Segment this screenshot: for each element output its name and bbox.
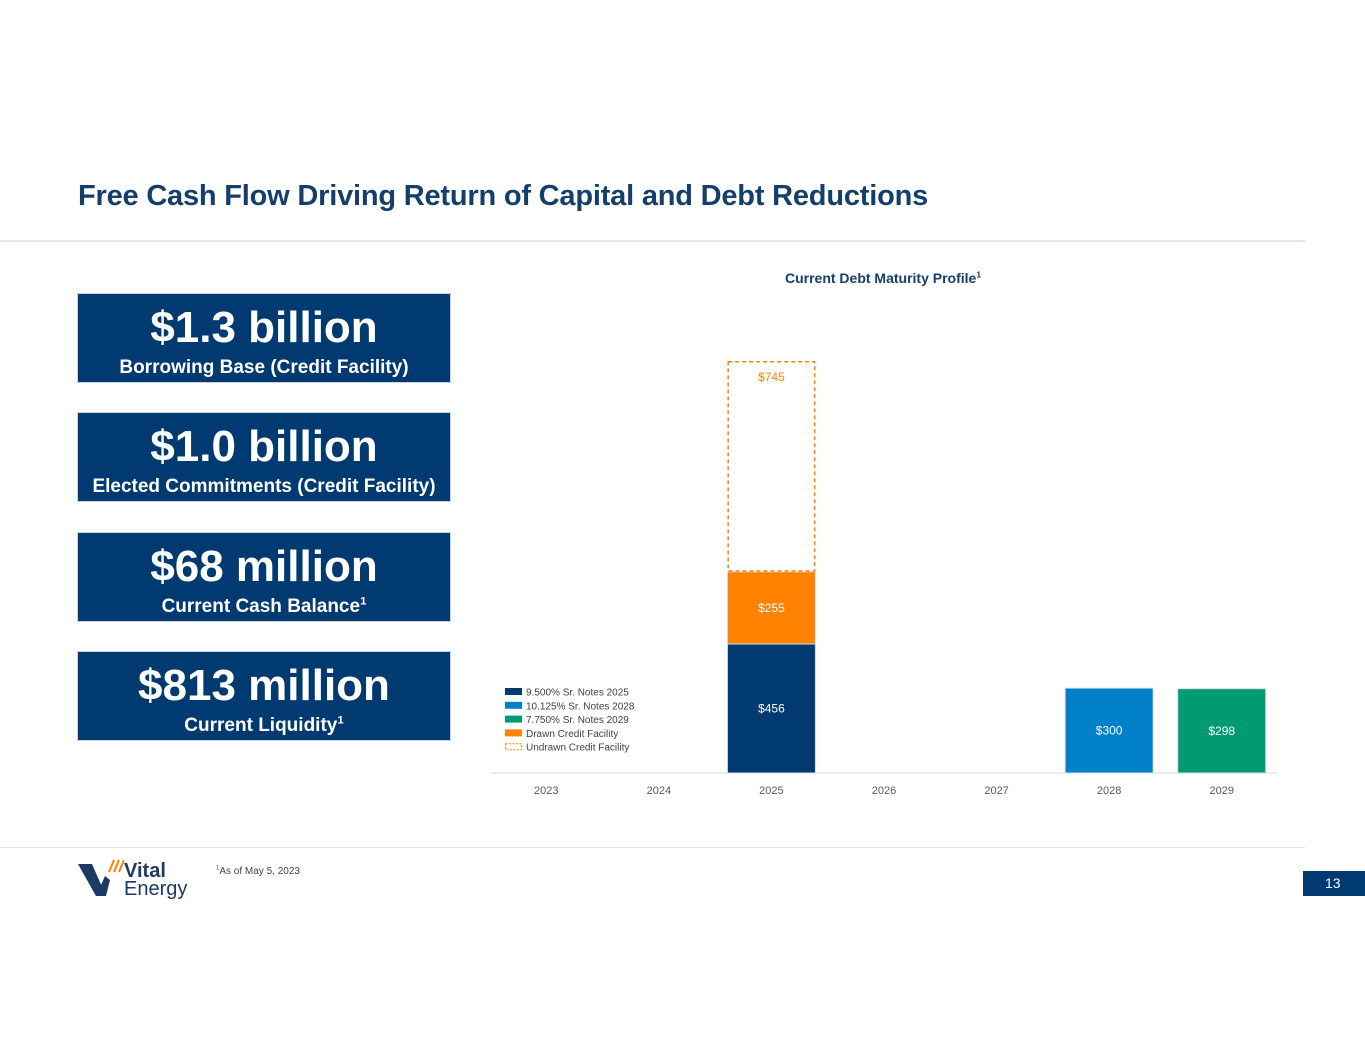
bar-segment — [726, 571, 816, 645]
footer-divider — [0, 847, 1305, 848]
footnote-marker: 1 — [976, 269, 982, 280]
data-label: $300 — [1096, 724, 1123, 738]
stat-value: $1.0 billion — [150, 422, 378, 471]
debt-maturity-chart: 2023 2024 2025 $456 $255 $745 2026 2027 2028 $300… — [490, 361, 1278, 797]
data-label: $456 — [758, 701, 785, 715]
x-tick-label: 2023 — [534, 785, 558, 797]
stat-card-borrowing-base: $1.3 billion Borrowing Base (Credit Faci… — [77, 293, 451, 383]
logo-mark-icon — [78, 859, 125, 896]
legend-swatch — [505, 743, 522, 751]
legend-label: Drawn Credit Facility — [526, 729, 618, 740]
legend-label: 7.750% Sr. Notes 2029 — [526, 715, 629, 726]
stat-value: $68 million — [150, 542, 378, 591]
legend-swatch — [505, 715, 522, 723]
stat-card-liquidity: $813 million Current Liquidity1 — [77, 651, 451, 741]
stat-label: Elected Commitments (Credit Facility) — [92, 476, 436, 497]
logo-word-energy: Energy — [124, 878, 188, 900]
bar-segment — [727, 361, 816, 572]
footnote: 1As of May 5, 2023 — [216, 865, 300, 877]
footnote-marker: 1 — [360, 595, 367, 608]
stat-card-elected-commitments: $1.0 billion Elected Commitments (Credit… — [77, 412, 451, 502]
x-tick-label: 2028 — [1097, 785, 1121, 797]
stat-card-cash-balance: $68 million Current Cash Balance1 — [77, 532, 451, 622]
legend-swatch — [505, 729, 522, 737]
page-number: 13 — [1303, 871, 1365, 896]
data-label: $255 — [758, 601, 785, 615]
bar-segment — [1064, 687, 1154, 774]
x-tick-label: 2025 — [759, 785, 783, 797]
data-label: $745 — [758, 370, 785, 384]
x-tick-label: 2026 — [872, 785, 896, 797]
stat-label: Current Cash Balance1 — [161, 595, 367, 617]
stat-value: $813 million — [138, 661, 390, 710]
stat-label: Current Liquidity1 — [184, 714, 344, 736]
legend-swatch — [505, 701, 522, 709]
logo-word-vital: Vital — [124, 860, 166, 882]
legend-label: 9.500% Sr. Notes 2025 — [526, 688, 629, 699]
footnote-marker: 1 — [337, 714, 344, 727]
stat-label: Borrowing Base (Credit Facility) — [119, 357, 409, 378]
stat-value: $1.3 billion — [150, 303, 378, 352]
legend-swatch — [505, 688, 522, 695]
x-tick-label: 2029 — [1209, 785, 1233, 797]
title-divider — [0, 240, 1305, 242]
company-logo: Vital Energy — [76, 858, 187, 905]
page-title: Free Cash Flow Driving Return of Capital… — [78, 180, 929, 212]
x-tick-label: 2027 — [984, 785, 1008, 797]
chart-title: Current Debt Maturity Profile1 — [784, 269, 982, 286]
data-label: $298 — [1208, 724, 1235, 738]
x-tick-label: 2024 — [647, 785, 671, 797]
legend-label: 10.125% Sr. Notes 2028 — [526, 701, 635, 712]
bar-segment — [1177, 688, 1267, 774]
legend-label: Undrawn Credit Facility — [526, 743, 629, 754]
